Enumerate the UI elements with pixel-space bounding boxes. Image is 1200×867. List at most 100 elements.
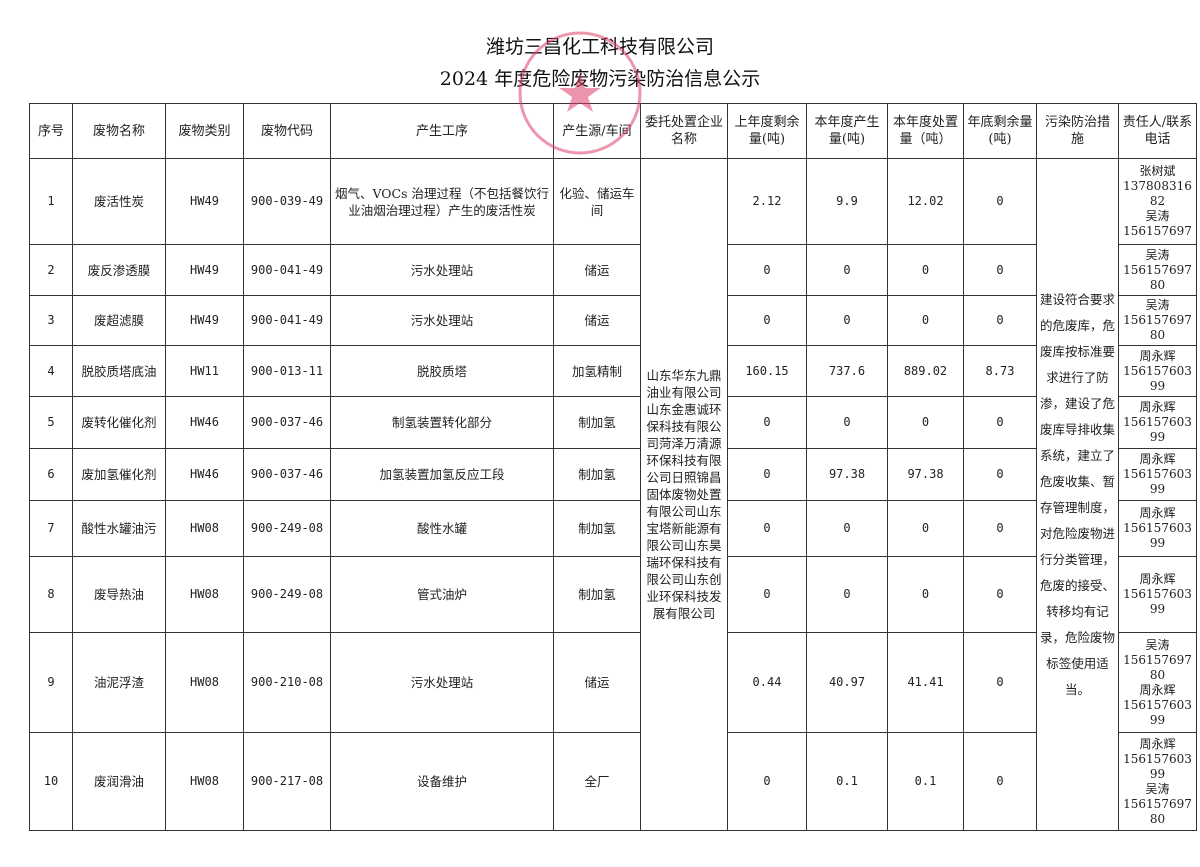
- pollution-measures: 建设符合要求的危废库，危废库按标准要求进行了防渗，建设了危废库导排收集系统，建立…: [1036, 158, 1119, 831]
- waste-category: HW46: [165, 448, 244, 501]
- person-phone: 15615760399: [1123, 415, 1192, 444]
- production-process: 制氢装置转化部分: [330, 396, 554, 449]
- serial-number: 8: [29, 556, 73, 633]
- column-header: 废物名称: [72, 103, 166, 159]
- current-year-produced: 737.6: [806, 345, 888, 397]
- serial-number: 2: [29, 244, 73, 296]
- source-workshop: 化验、储运车间: [553, 158, 641, 245]
- serial-number: 4: [29, 345, 73, 397]
- year-end-remaining: 0: [963, 500, 1037, 557]
- waste-code: 900-210-08: [243, 632, 331, 733]
- person-phone: 15615769780: [1123, 313, 1192, 342]
- year-end-remaining: 0: [963, 295, 1037, 346]
- current-year-produced: 0: [806, 500, 888, 557]
- column-header: 产生源/车间: [553, 103, 641, 159]
- current-year-disposed: 97.38: [887, 448, 964, 501]
- previous-year-remaining: 160.15: [727, 345, 807, 397]
- serial-number: 5: [29, 396, 73, 449]
- responsible-person: 周永辉 15615760399: [1118, 556, 1197, 633]
- table-row: 9 油泥浮渣 HW08 900-210-08 污水处理站 储运 0.44 40.97 41.41…: [29, 632, 1197, 733]
- waste-category: HW08: [165, 500, 244, 557]
- source-workshop: 制加氢: [553, 396, 641, 449]
- person-phone: 15615769780: [1123, 796, 1192, 826]
- waste-name: 废导热油: [72, 556, 166, 633]
- current-year-produced: 0: [806, 295, 888, 346]
- column-header: 本年度处置量（吨）: [887, 103, 964, 159]
- production-process: 设备维护: [330, 732, 554, 831]
- current-year-produced: 9.9: [806, 158, 888, 245]
- year-end-remaining: 0: [963, 244, 1037, 296]
- table-row: 7 酸性水罐油污 HW08 900-249-08 酸性水罐 制加氢 0 0 0 0 周永辉 15615…: [29, 500, 1197, 557]
- production-process: 烟气、VOCs 治理过程（不包括餐饮行业油烟治理过程）产生的废活性炭: [330, 158, 554, 245]
- current-year-produced: 0: [806, 556, 888, 633]
- serial-number: 6: [29, 448, 73, 501]
- production-process: 管式油炉: [330, 556, 554, 633]
- waste-category: HW11: [165, 345, 244, 397]
- responsible-person: 张树斌 13780831682 吴涛 156157697: [1118, 158, 1197, 245]
- production-process: 污水处理站: [330, 632, 554, 733]
- waste-name: 废润滑油: [72, 732, 166, 831]
- year-end-remaining: 0: [963, 732, 1037, 831]
- person-name: 周永辉: [1139, 506, 1176, 520]
- column-header: 序号: [29, 103, 73, 159]
- serial-number: 7: [29, 500, 73, 557]
- column-header: 废物类别: [165, 103, 244, 159]
- previous-year-remaining: 2.12: [727, 158, 807, 245]
- person-phone: 15615769780: [1123, 262, 1192, 292]
- responsible-person: 周永辉 15615760399: [1118, 345, 1197, 397]
- person-name: 周永辉: [1139, 452, 1176, 466]
- waste-code: 900-249-08: [243, 500, 331, 557]
- current-year-disposed: 0: [887, 500, 964, 557]
- responsible-person: 周永辉 15615760399: [1118, 448, 1197, 501]
- previous-year-remaining: 0: [727, 295, 807, 346]
- waste-code: 900-249-08: [243, 556, 331, 633]
- table-row: 6 废加氢催化剂 HW46 900-037-46 加氢装置加氢反应工段 制加氢 0 97.38…: [29, 448, 1197, 501]
- serial-number: 9: [29, 632, 73, 733]
- person-name: 张树斌: [1139, 164, 1176, 178]
- year-end-remaining: 0: [963, 158, 1037, 245]
- person-phone: 13780831682: [1123, 179, 1192, 208]
- previous-year-remaining: 0: [727, 396, 807, 449]
- waste-code: 900-013-11: [243, 345, 331, 397]
- source-workshop: 制加氢: [553, 556, 641, 633]
- person-name: 吴涛: [1145, 247, 1170, 262]
- responsible-person: 周永辉 15615760399: [1118, 396, 1197, 449]
- current-year-disposed: 0: [887, 295, 964, 346]
- waste-code: 900-041-49: [243, 295, 331, 346]
- table-row: 4 脱胶质塔底油 HW11 900-013-11 脱胶质塔 加氢精制 160.15 737.6…: [29, 345, 1197, 397]
- table-row: 3 废超滤膜 HW49 900-041-49 污水处理站 储运 0 0 0 0 吴涛 15615769…: [29, 295, 1197, 346]
- serial-number: 3: [29, 295, 73, 346]
- person-phone: 15615760399: [1123, 521, 1192, 550]
- responsible-person: 吴涛 15615769780: [1118, 244, 1197, 296]
- previous-year-remaining: 0: [727, 448, 807, 501]
- table-row: 10 废润滑油 HW08 900-217-08 设备维护 全厂 0 0.1 0.1 0 周永辉 156…: [29, 732, 1197, 831]
- year-end-remaining: 0: [963, 556, 1037, 633]
- person-phone: 156157697: [1123, 224, 1192, 238]
- current-year-disposed: 41.41: [887, 632, 964, 733]
- production-process: 污水处理站: [330, 244, 554, 296]
- responsible-person: 周永辉 15615760399: [1118, 500, 1197, 557]
- serial-number: 1: [29, 158, 73, 245]
- table-row: 2 废反渗透膜 HW49 900-041-49 污水处理站 储运 0 0 0 0 吴涛 1561576…: [29, 244, 1197, 296]
- person-name: 周永辉: [1139, 400, 1176, 414]
- current-year-disposed: 12.02: [887, 158, 964, 245]
- year-end-remaining: 8.73: [963, 345, 1037, 397]
- person-name: 周永辉: [1139, 736, 1176, 751]
- waste-category: HW08: [165, 556, 244, 633]
- year-end-remaining: 0: [963, 632, 1037, 733]
- production-process: 污水处理站: [330, 295, 554, 346]
- person-phone: 15615760399: [1123, 467, 1192, 496]
- column-header: 上年度剩余量(吨): [727, 103, 807, 159]
- waste-code: 900-037-46: [243, 448, 331, 501]
- source-workshop: 储运: [553, 244, 641, 296]
- current-year-produced: 40.97: [806, 632, 888, 733]
- document-title: 潍坊三昌化工科技有限公司: [485, 36, 714, 58]
- source-workshop: 储运: [553, 632, 641, 733]
- table-row: 5 废转化催化剂 HW46 900-037-46 制氢装置转化部分 制加氢 0 0 0 0 周永辉 1…: [29, 396, 1197, 449]
- current-year-disposed: 889.02: [887, 345, 964, 397]
- responsible-person: 吴涛 15615769780 周永辉 15615760399: [1118, 632, 1197, 733]
- person-name: 吴涛: [1145, 637, 1170, 652]
- current-year-disposed: 0.1: [887, 732, 964, 831]
- responsible-person: 周永辉 15615760399 吴涛 15615769780: [1118, 732, 1197, 831]
- waste-code: 900-217-08: [243, 732, 331, 831]
